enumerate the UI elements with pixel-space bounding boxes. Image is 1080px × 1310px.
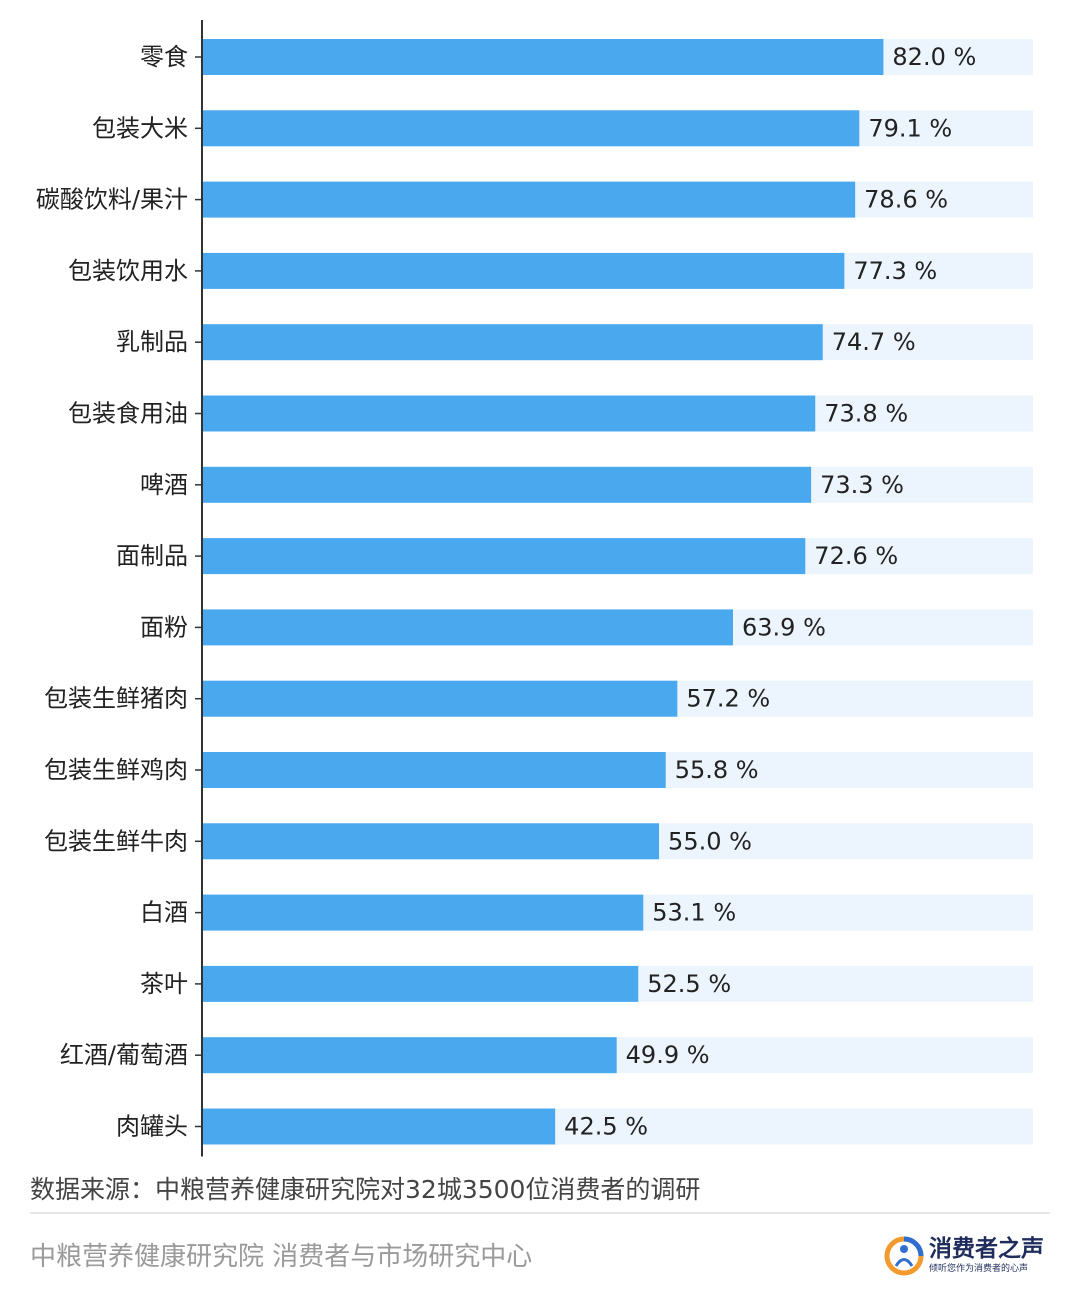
category-label: 包装饮用水 — [68, 257, 188, 285]
bar — [202, 894, 644, 931]
bar — [202, 466, 812, 503]
bar — [202, 39, 884, 75]
bar — [202, 752, 666, 788]
logo-slogan: 倾听您作为消费者的心声 — [929, 1264, 1029, 1274]
bar — [202, 1108, 556, 1145]
bar — [202, 252, 845, 289]
bar — [202, 110, 860, 147]
value-label: 55.8 % — [675, 756, 759, 784]
category-label: 茶叶 — [140, 970, 188, 998]
bar — [202, 823, 660, 860]
source-note: 数据来源：中粮营养健康研究院对32城3500位消费者的调研 — [30, 1175, 701, 1204]
value-label: 57.2 % — [686, 685, 770, 713]
bar-chart: 零食 82.0 % 包装大米 79.1 % 碳酸饮料/果汁 78.6 % 包装饮用水 77.3… — [36, 20, 1033, 1157]
category-label: 包装大米 — [92, 114, 188, 142]
category-label: 包装生鲜鸡肉 — [44, 756, 188, 784]
value-label: 73.8 % — [824, 400, 908, 428]
consumer-voice-logo-icon — [884, 1236, 924, 1276]
category-label: 包装生鲜牛肉 — [44, 827, 188, 855]
value-label: 79.1 % — [868, 114, 952, 142]
value-label: 42.5 % — [564, 1113, 648, 1141]
footer-organization: 中粮营养健康研究院 消费者与市场研究中心 — [30, 1242, 533, 1272]
bar — [202, 1037, 617, 1074]
category-label: 红酒/葡萄酒 — [60, 1041, 188, 1069]
logo-title: 消费者之声 — [929, 1236, 1044, 1262]
logo: 消费者之声 倾听您作为消费者的心声 — [883, 1228, 1044, 1284]
bar — [202, 538, 806, 575]
category-label: 面粉 — [140, 613, 188, 641]
category-label: 面制品 — [116, 542, 188, 570]
bar — [202, 680, 678, 717]
category-label: 碳酸饮料/果汁 — [36, 186, 188, 214]
value-label: 63.9 % — [742, 613, 826, 641]
category-label: 乳制品 — [116, 328, 188, 356]
value-label: 82.0 % — [892, 43, 976, 71]
category-label: 零食 — [140, 43, 188, 71]
value-label: 77.3 % — [853, 257, 937, 285]
category-label: 白酒 — [140, 899, 188, 927]
bar — [202, 181, 856, 218]
bar — [202, 609, 734, 646]
category-label: 肉罐头 — [116, 1113, 188, 1141]
value-label: 72.6 % — [814, 542, 898, 570]
bar — [202, 324, 823, 361]
category-label: 啤酒 — [140, 471, 188, 499]
value-label: 73.3 % — [820, 471, 904, 499]
value-label: 78.6 % — [864, 186, 948, 214]
category-label: 包装食用油 — [68, 400, 188, 428]
category-label: 包装生鲜猪肉 — [44, 685, 188, 713]
value-label: 53.1 % — [652, 899, 736, 927]
value-label: 52.5 % — [647, 970, 731, 998]
bar — [202, 395, 816, 432]
divider — [30, 1212, 1050, 1214]
bar-chart-svg: 零食 82.0 % 包装大米 79.1 % 碳酸饮料/果汁 78.6 % 包装饮用水 77.3… — [36, 20, 1033, 1157]
value-label: 55.0 % — [668, 827, 752, 855]
bar — [202, 965, 639, 1002]
value-label: 74.7 % — [832, 328, 916, 356]
value-label: 49.9 % — [626, 1041, 710, 1069]
